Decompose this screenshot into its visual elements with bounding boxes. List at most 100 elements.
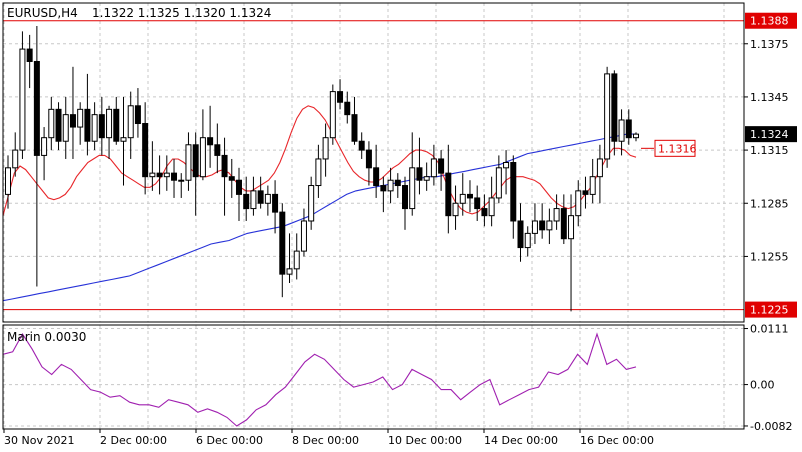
candle-body <box>84 108 91 142</box>
candle-body <box>409 167 416 210</box>
candle-body <box>192 144 199 178</box>
oscillator-path <box>2 332 637 427</box>
candle-body <box>329 91 336 139</box>
candle-body <box>142 123 149 178</box>
candle-body <box>156 172 163 178</box>
candle-body <box>149 172 156 178</box>
candle-body <box>618 119 625 142</box>
candle-body <box>243 193 250 210</box>
candle-body <box>488 197 495 217</box>
indicator-grid <box>3 325 744 429</box>
candle-body <box>199 137 206 178</box>
candle-body <box>387 179 394 192</box>
candle-body <box>5 167 11 195</box>
candle-body <box>41 137 48 156</box>
level-price-label: 1.1388 <box>750 15 789 28</box>
indicator-tick-label: 0.0111 <box>750 323 789 336</box>
candle-body <box>344 101 351 116</box>
candle-body <box>510 162 517 222</box>
time-tick-label: 2 Dec 00:00 <box>100 434 167 447</box>
candle-body <box>358 140 365 151</box>
candle-body <box>178 179 185 182</box>
candle-body <box>91 114 98 142</box>
horizontal-levels <box>3 20 744 311</box>
candle-body <box>300 220 307 252</box>
candle-body <box>568 215 575 240</box>
candle-body <box>228 176 235 181</box>
candle-body <box>207 137 214 146</box>
candle-body <box>402 185 409 210</box>
candle-body <box>134 105 141 125</box>
candle-body <box>171 172 178 181</box>
candle-body <box>77 108 84 128</box>
candle-body <box>33 60 40 156</box>
candle-body <box>315 158 322 187</box>
price-tick-label: 1.1285 <box>750 197 789 210</box>
candle-body <box>113 108 120 142</box>
candle-body <box>19 48 26 151</box>
time-tick-label: 16 Dec 00:00 <box>580 434 654 447</box>
candle-body <box>553 208 560 222</box>
indicator-tick-label: 0.00 <box>750 379 775 392</box>
price-axis[interactable]: 1.1375 1.1345 1.1315 1.1285 1.1255 <box>744 38 789 264</box>
ma-slow-line <box>2 133 636 302</box>
candle-body <box>589 176 596 195</box>
candle-body <box>575 190 582 217</box>
main-plot-frame <box>2 2 745 323</box>
candle-body <box>582 190 589 195</box>
candle-body <box>55 108 62 142</box>
candle-body <box>546 220 553 231</box>
candle-body <box>235 179 242 195</box>
level-price-box <box>745 301 797 318</box>
candle-body <box>394 179 401 187</box>
time-tick-label: 10 Dec 00:00 <box>388 434 462 447</box>
level-price-label: 1.1225 <box>750 304 789 317</box>
candle-body <box>12 149 19 169</box>
candle-body <box>286 268 293 275</box>
chart-title: EURUSD,H4 <box>7 6 78 20</box>
candle-body <box>517 220 524 249</box>
candle-body <box>26 48 33 62</box>
candle-body <box>337 91 344 103</box>
candle-body <box>474 197 481 210</box>
candle-body <box>185 144 192 181</box>
candle-body <box>430 158 437 178</box>
candle-body <box>214 144 221 156</box>
candle-body <box>611 73 618 142</box>
candle-body <box>423 176 430 181</box>
candle-body <box>596 158 603 178</box>
candle-body <box>264 193 271 204</box>
last-price-label: 1.1324 <box>750 128 789 141</box>
time-tick-label: 30 Nov 2021 <box>4 434 74 447</box>
level-price-box <box>745 12 797 29</box>
price-tick-label: 1.1255 <box>750 250 789 263</box>
candle-body <box>466 193 473 199</box>
candle-body <box>633 133 639 139</box>
candle-body <box>62 114 69 142</box>
indicator-axis[interactable]: 0.0111 0.00 -0.0082 <box>744 323 792 433</box>
candle-body <box>416 167 423 181</box>
candle-body <box>120 137 127 142</box>
candle-body <box>250 190 257 210</box>
last-price-box <box>745 126 797 143</box>
indicator-title: Marin 0.0030 <box>7 330 86 344</box>
candle-body <box>452 202 459 217</box>
candle-body <box>163 172 170 178</box>
time-tick-label: 14 Dec 00:00 <box>484 434 558 447</box>
candle-body <box>106 108 113 139</box>
candle-body <box>279 211 286 275</box>
candle-body <box>257 190 264 204</box>
time-axis[interactable]: 30 Nov 2021 2 Dec 00:00 6 Dec 00:00 8 Dec 0… <box>3 429 654 447</box>
ma-callout-label: 1.1316 <box>658 142 697 155</box>
candle-body <box>524 232 531 249</box>
candle-body <box>503 162 510 169</box>
time-tick-label: 6 Dec 00:00 <box>196 434 263 447</box>
marin-oscillator-line <box>2 332 637 427</box>
ma-callout-box <box>654 139 696 157</box>
candle-body <box>351 114 358 142</box>
candle-body <box>380 185 387 192</box>
candle-body <box>438 158 445 174</box>
ohlc-readout: 1.1322 1.1325 1.1320 1.1324 <box>92 6 271 20</box>
